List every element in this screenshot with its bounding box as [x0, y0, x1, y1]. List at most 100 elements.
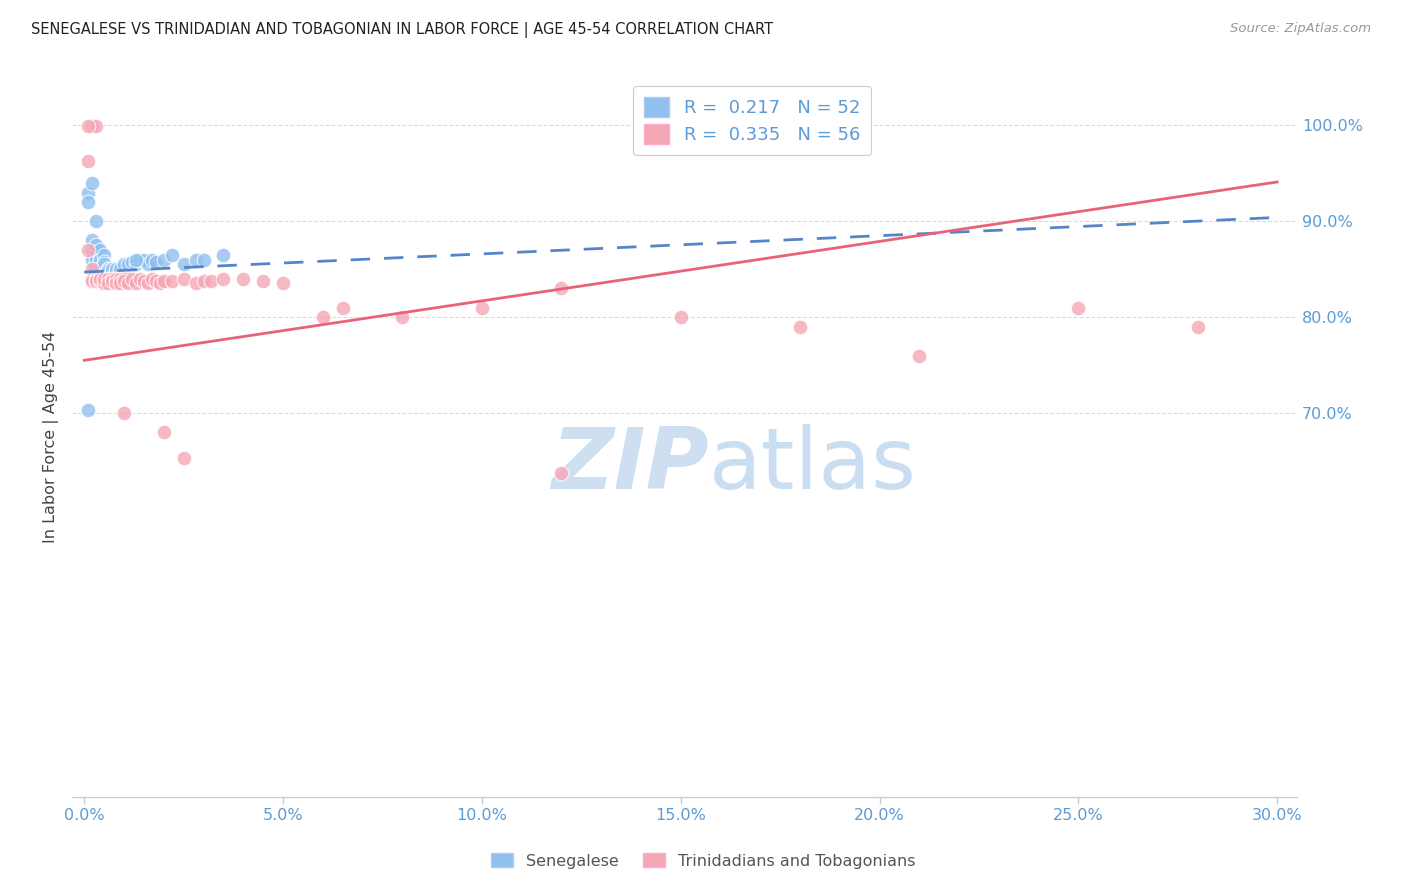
Point	[97, 267, 120, 281]
Point	[93, 248, 115, 262]
Point	[1067, 301, 1090, 315]
Point	[152, 425, 174, 440]
Point	[105, 264, 128, 278]
Point	[789, 319, 811, 334]
Point	[93, 276, 115, 290]
Point	[89, 252, 111, 267]
Point	[93, 257, 115, 271]
Point	[125, 276, 148, 290]
Y-axis label: In Labor Force | Age 45-54: In Labor Force | Age 45-54	[44, 331, 59, 543]
Point	[84, 274, 107, 288]
Point	[145, 274, 167, 288]
Point	[1187, 319, 1209, 334]
Point	[391, 310, 413, 325]
Point	[82, 274, 104, 288]
Point	[152, 252, 174, 267]
Point	[101, 262, 124, 277]
Point	[173, 451, 195, 466]
Point	[93, 254, 115, 268]
Text: ZIP: ZIP	[551, 425, 709, 508]
Point	[77, 403, 100, 417]
Point	[82, 120, 104, 134]
Point	[105, 267, 128, 281]
Point	[82, 176, 104, 190]
Point	[908, 349, 931, 363]
Point	[101, 267, 124, 281]
Point	[105, 262, 128, 277]
Point	[112, 406, 135, 420]
Point	[132, 252, 155, 267]
Point	[112, 272, 135, 286]
Point	[136, 276, 159, 290]
Legend: Senegalese, Trinidadians and Tobagonians: Senegalese, Trinidadians and Tobagonians	[485, 847, 921, 875]
Point	[89, 257, 111, 271]
Point	[101, 274, 124, 288]
Point	[105, 272, 128, 286]
Point	[112, 257, 135, 271]
Point	[212, 248, 235, 262]
Point	[141, 272, 163, 286]
Point	[232, 272, 254, 286]
Text: Source: ZipAtlas.com: Source: ZipAtlas.com	[1230, 22, 1371, 36]
Point	[550, 466, 572, 480]
Point	[82, 243, 104, 257]
Point	[332, 301, 354, 315]
Point	[117, 257, 139, 271]
Point	[101, 264, 124, 278]
Point	[77, 243, 100, 257]
Point	[108, 264, 131, 278]
Point	[82, 262, 104, 277]
Point	[669, 310, 692, 325]
Point	[97, 272, 120, 286]
Point	[84, 243, 107, 257]
Point	[125, 257, 148, 271]
Point	[212, 272, 235, 286]
Point	[82, 234, 104, 248]
Point	[271, 276, 294, 290]
Point	[97, 262, 120, 277]
Point	[89, 274, 111, 288]
Point	[93, 272, 115, 286]
Point	[160, 274, 183, 288]
Text: SENEGALESE VS TRINIDADIAN AND TOBAGONIAN IN LABOR FORCE | AGE 45-54 CORRELATION : SENEGALESE VS TRINIDADIAN AND TOBAGONIAN…	[31, 22, 773, 38]
Point	[132, 274, 155, 288]
Point	[252, 274, 274, 288]
Point	[105, 276, 128, 290]
Point	[149, 276, 172, 290]
Point	[97, 264, 120, 278]
Point	[89, 252, 111, 267]
Point	[93, 272, 115, 286]
Text: atlas: atlas	[709, 425, 917, 508]
Point	[129, 272, 152, 286]
Point	[77, 186, 100, 200]
Point	[82, 252, 104, 267]
Point	[108, 267, 131, 281]
Point	[108, 262, 131, 277]
Point	[193, 274, 215, 288]
Point	[84, 272, 107, 286]
Point	[84, 120, 107, 134]
Point	[193, 252, 215, 267]
Point	[200, 274, 222, 288]
Point	[173, 257, 195, 271]
Point	[112, 267, 135, 281]
Point	[112, 274, 135, 288]
Point	[89, 272, 111, 286]
Point	[89, 262, 111, 277]
Point	[136, 257, 159, 271]
Point	[84, 274, 107, 288]
Point	[160, 248, 183, 262]
Point	[141, 252, 163, 267]
Point	[125, 252, 148, 267]
Point	[184, 252, 207, 267]
Point	[312, 310, 335, 325]
Point	[93, 267, 115, 281]
Point	[84, 238, 107, 252]
Point	[184, 276, 207, 290]
Point	[145, 254, 167, 268]
Point	[84, 252, 107, 267]
Point	[77, 153, 100, 168]
Point	[84, 262, 107, 277]
Point	[121, 254, 143, 268]
Point	[84, 214, 107, 228]
